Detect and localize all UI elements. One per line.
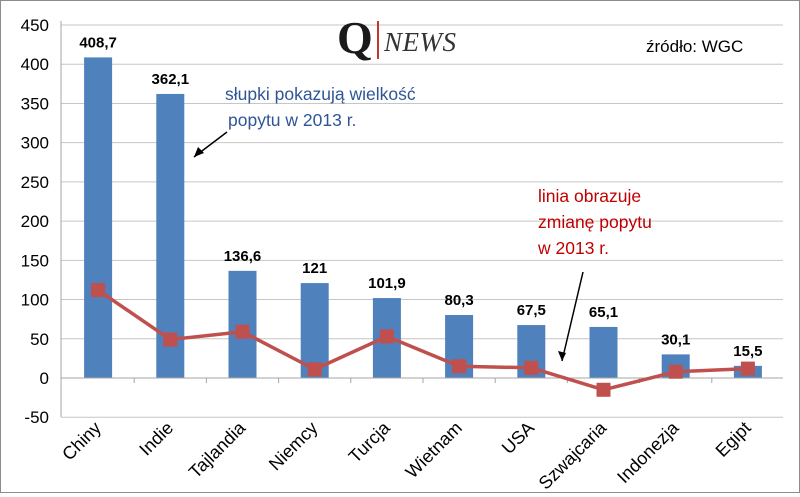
data-label: 80,3 [444, 292, 473, 309]
y-tick-label: 150 [21, 251, 49, 270]
data-label: 67,5 [517, 302, 546, 319]
y-tick-label: 400 [21, 55, 49, 74]
y-tick-label: 300 [21, 134, 49, 153]
line-series [91, 283, 755, 397]
line-marker [524, 360, 539, 375]
data-label: 101,9 [368, 275, 406, 292]
bar-annotation: słupki pokazują wielkość popytu w 2013 r… [225, 81, 465, 133]
bar-annotation-arrowhead [194, 147, 204, 157]
y-axis: -50 0 50 100 150 200 250 300 350 400 450 [21, 16, 62, 427]
x-tick-label: Egipt [712, 418, 755, 461]
annotation-arrows [193, 131, 584, 362]
line-annotation-line-3: w 2013 r. [538, 238, 610, 258]
data-label: 15,5 [733, 343, 762, 360]
data-label: 136,6 [224, 248, 262, 265]
y-tick-label: 450 [21, 16, 49, 35]
logo-q-letter: Q [337, 12, 373, 63]
bar [589, 326, 618, 378]
x-tick-label: Indie [135, 418, 177, 460]
y-tick-label: 200 [21, 212, 49, 231]
line-marker [163, 332, 178, 347]
data-labels: 408,7 362,1 136,6 121 101,9 80,3 67,5 65,1 30,1 1… [79, 34, 762, 359]
x-tick-label: USA [498, 418, 538, 458]
y-tick-label: -50 [24, 408, 49, 427]
data-label: 30,1 [661, 331, 690, 348]
line-marker [452, 359, 467, 374]
y-tick-label: 350 [21, 94, 49, 113]
line-marker [379, 329, 394, 344]
bar [228, 270, 257, 378]
x-tick-label: Szwajcaria [535, 417, 611, 492]
y-tick-label: 100 [21, 291, 49, 310]
x-tick-label: Indonezja [613, 417, 683, 487]
data-label: 362,1 [152, 71, 190, 88]
data-label: 408,7 [79, 34, 117, 51]
logo-divider [377, 21, 379, 59]
line-marker [235, 324, 250, 339]
x-tick-labels: Chiny Indie Tajlandia Niemcy Turcja Wietnam US… [58, 417, 755, 493]
bar-annotation-line-2: popytu w 2013 r. [228, 110, 357, 130]
y-tick-label: 250 [21, 173, 49, 192]
data-label: 121 [302, 260, 327, 277]
line-annotation-line-1: linia obrazuje [538, 186, 642, 206]
x-tick-label: Tajlandia [185, 417, 250, 482]
line-marker [668, 364, 683, 379]
x-tick-label: Chiny [58, 418, 105, 465]
bar [84, 57, 113, 379]
y-tick-label: 50 [30, 330, 49, 349]
x-tick-label: Turcja [345, 417, 395, 467]
qnews-logo: Q NEWS [337, 12, 465, 63]
logo-news-text: NEWS [384, 27, 457, 57]
demand-change-line [97, 288, 748, 392]
x-tick-label: Niemcy [265, 418, 322, 475]
line-annotation-arrowhead [558, 351, 566, 361]
x-axis [61, 377, 783, 383]
data-label: 65,1 [589, 304, 618, 321]
line-annotation: linia obrazuje zmianę popytu w 2013 r. [538, 183, 718, 261]
line-marker [596, 382, 611, 397]
bar [300, 283, 329, 378]
line-marker [307, 362, 322, 377]
source-label: źródło: WGC [646, 37, 744, 56]
line-marker [91, 283, 106, 298]
line-annotation-arrow [561, 271, 584, 362]
y-tick-label: 0 [40, 369, 49, 388]
bar-annotation-line-1: słupki pokazują wielkość [225, 84, 416, 104]
bar [156, 93, 185, 378]
x-tick-label: Wietnam [402, 418, 466, 482]
line-marker [740, 361, 755, 376]
line-annotation-line-2: zmianę popytu [538, 212, 652, 232]
